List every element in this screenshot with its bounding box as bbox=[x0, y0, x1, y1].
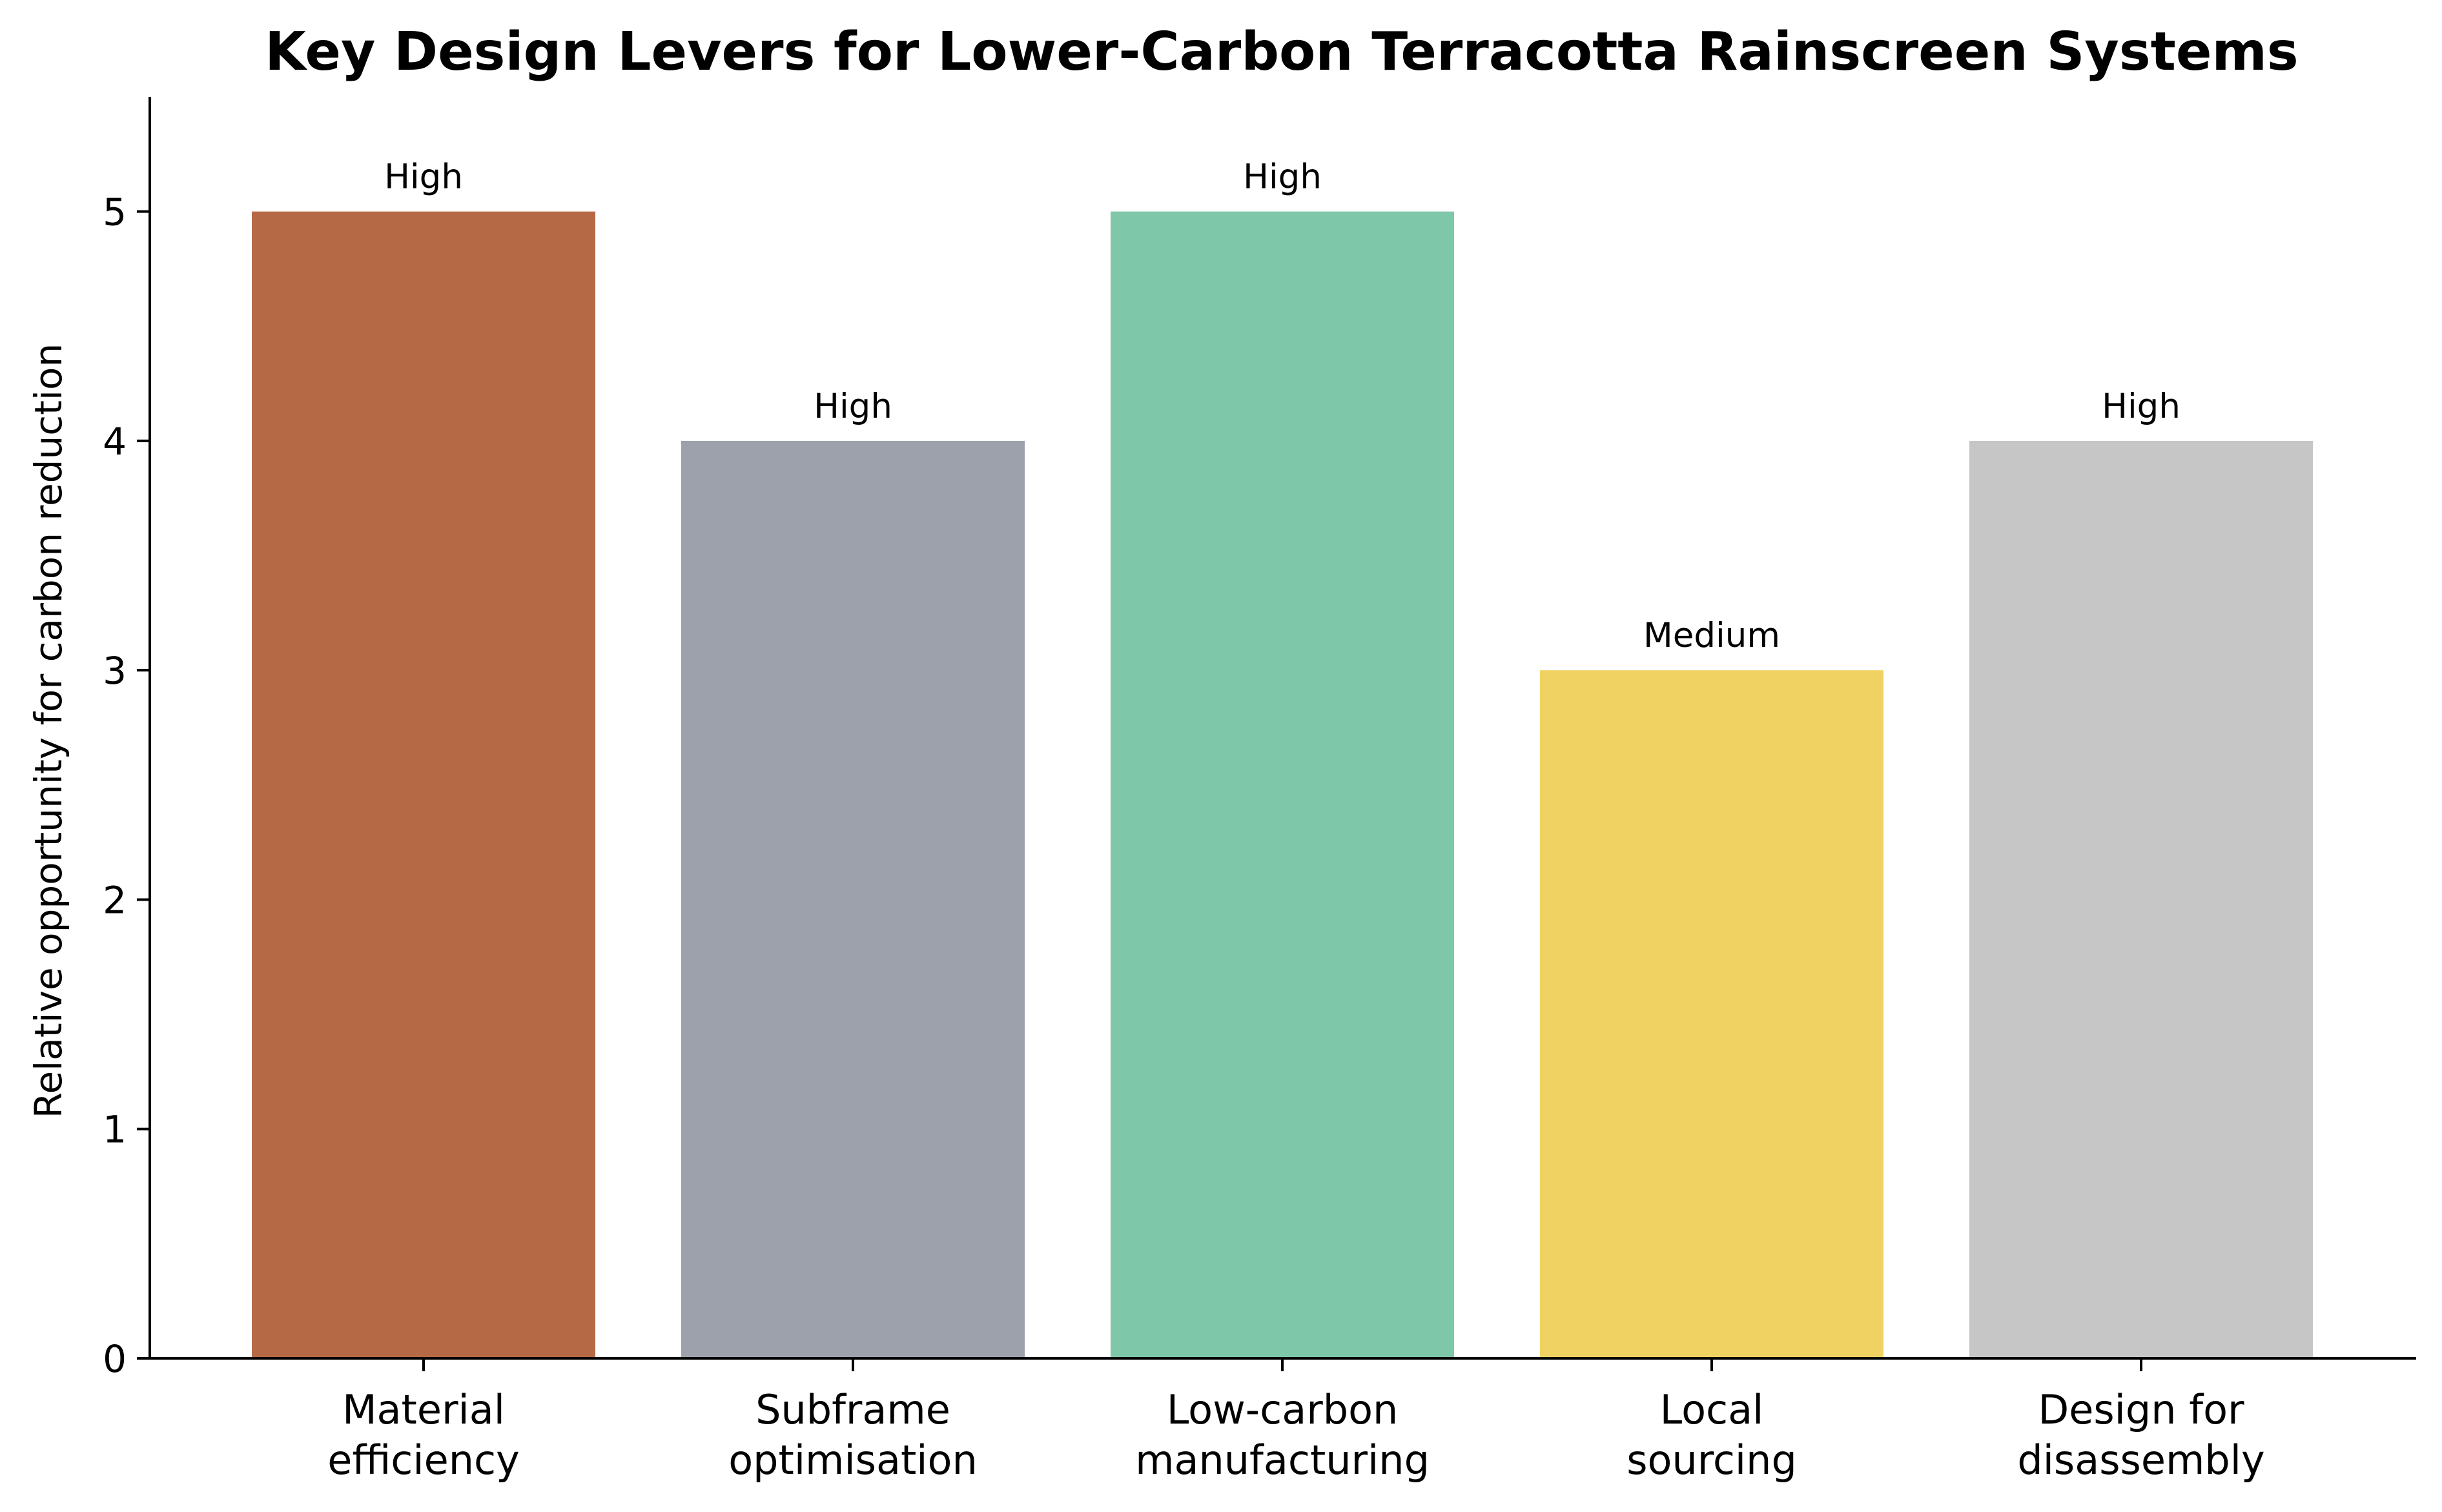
x-tick-label: optimisation bbox=[728, 1436, 978, 1484]
data-label: High bbox=[814, 387, 892, 426]
data-label: High bbox=[384, 158, 463, 197]
y-tick-label: 4 bbox=[103, 420, 127, 464]
chart-title: Key Design Levers for Lower-Carbon Terra… bbox=[265, 21, 2298, 83]
x-tick-label: manufacturing bbox=[1135, 1436, 1430, 1484]
y-tick-label: 3 bbox=[103, 649, 127, 693]
bar bbox=[1540, 670, 1883, 1358]
y-tick-label: 5 bbox=[103, 190, 127, 234]
data-label: Medium bbox=[1643, 616, 1780, 655]
data-label: High bbox=[1243, 158, 1322, 197]
bar bbox=[1111, 211, 1454, 1358]
x-tick-label: Local bbox=[1660, 1386, 1764, 1433]
y-axis-label: Relative opportunity for carbon reductio… bbox=[26, 343, 70, 1118]
x-tick-label: efficiency bbox=[327, 1436, 520, 1484]
y-tick-label: 0 bbox=[103, 1337, 127, 1381]
y-tick-label: 2 bbox=[103, 878, 127, 922]
x-tick-label: Low-carbon bbox=[1167, 1386, 1399, 1433]
data-label: High bbox=[2102, 387, 2180, 426]
bar bbox=[681, 440, 1025, 1358]
x-tick-label: Subframe bbox=[755, 1386, 950, 1433]
x-tick-label: Material bbox=[342, 1386, 505, 1433]
x-tick-label: Design for bbox=[2038, 1386, 2244, 1433]
bar bbox=[252, 211, 595, 1358]
x-tick-label: disassembly bbox=[2017, 1436, 2264, 1484]
y-tick-label: 1 bbox=[103, 1108, 127, 1152]
x-tick-label: sourcing bbox=[1626, 1436, 1797, 1484]
bar bbox=[1969, 440, 2313, 1358]
